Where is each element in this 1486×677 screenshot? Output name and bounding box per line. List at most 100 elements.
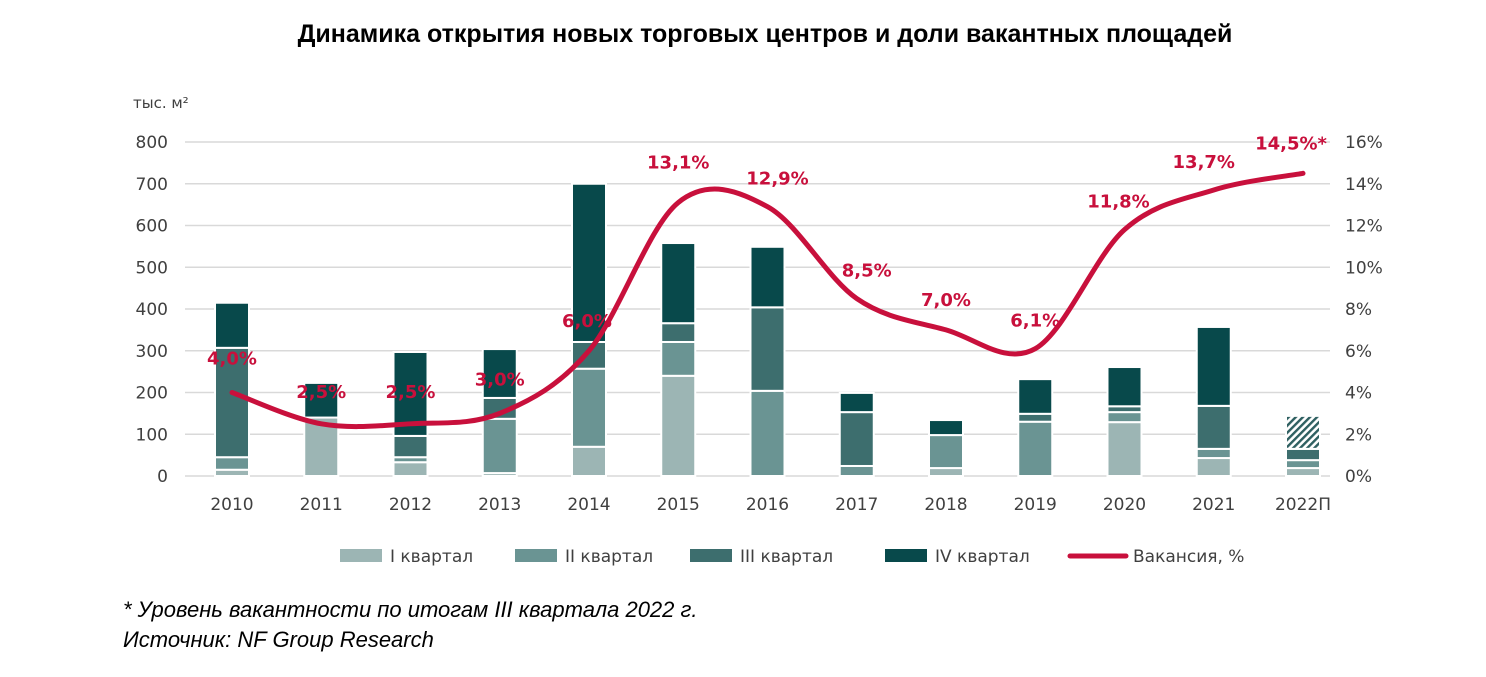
vacancy-line xyxy=(229,170,1306,430)
legend-item: I квартал xyxy=(340,547,473,567)
x-tick-label: 2012 xyxy=(389,495,432,515)
bar-segment xyxy=(392,434,429,459)
legend-label: I квартал xyxy=(390,547,473,567)
bar-segment xyxy=(303,381,340,419)
chart-title: Динамика открытия новых торговых центров… xyxy=(297,20,1233,48)
vacancy-data-label: 11,8% xyxy=(1087,192,1149,213)
y-right-tick-label: 12% xyxy=(1345,217,1383,237)
vacancy-data-label: 6,1% xyxy=(1010,311,1060,332)
bar-segment xyxy=(660,242,697,325)
y-left-tick-label: 800 xyxy=(136,133,168,153)
x-tick-label: 2016 xyxy=(746,495,789,515)
bar-segment xyxy=(1106,421,1143,477)
bar-segment xyxy=(1017,378,1054,415)
legend-item: Вакансия, % xyxy=(1067,547,1244,567)
bar-segment xyxy=(571,445,607,477)
bar-segment xyxy=(749,306,786,392)
bar-segment xyxy=(1285,467,1321,478)
y-left-tick-label: 300 xyxy=(136,342,168,362)
footnote: * Уровень вакантности по итогам III квар… xyxy=(123,597,698,622)
x-tick-label: 2020 xyxy=(1103,495,1146,515)
x-tick-label: 2010 xyxy=(210,495,253,515)
x-tick-label: 2021 xyxy=(1192,495,1235,515)
bar-segment xyxy=(1285,459,1321,470)
y-right-tick-label: 8% xyxy=(1345,300,1372,320)
x-tick-label: 2019 xyxy=(1014,495,1057,515)
x-tick-label: 2013 xyxy=(478,495,521,515)
bar-segment xyxy=(1285,447,1321,462)
bar-segment xyxy=(1017,420,1054,478)
y-left-tick-label: 400 xyxy=(136,300,168,320)
bar-segment xyxy=(1195,404,1232,450)
y-left-tick-label: 700 xyxy=(136,175,168,195)
bar-segment xyxy=(571,367,607,448)
legend-label: IV квартал xyxy=(935,547,1030,567)
bar-segment xyxy=(481,417,518,475)
vacancy-data-label: 13,7% xyxy=(1173,152,1235,173)
y-left-tick-label: 200 xyxy=(136,384,168,404)
legend-swatch xyxy=(340,549,382,562)
x-tick-label: 2018 xyxy=(924,495,967,515)
bar-segment xyxy=(928,434,964,470)
bar-segment xyxy=(571,340,607,370)
bar-segment xyxy=(749,389,786,477)
vacancy-data-label: 14,5%* xyxy=(1255,133,1327,154)
vacancy-data-label: 6,0% xyxy=(562,311,612,332)
y-left-tick-label: 500 xyxy=(136,258,168,278)
y-left-tick-label: 0 xyxy=(157,467,168,487)
x-tick-label: 2014 xyxy=(567,495,610,515)
bar-segment xyxy=(1106,411,1143,424)
legend-swatch xyxy=(515,549,557,562)
bar-segment xyxy=(838,391,875,414)
bar-segment xyxy=(660,374,697,477)
y-left-tick-label: 100 xyxy=(136,425,168,445)
bar-segment xyxy=(1195,447,1232,460)
bar-segment xyxy=(1195,325,1232,407)
vacancy-data-label: 2,5% xyxy=(296,382,346,403)
legend-item: III квартал xyxy=(690,547,833,567)
bar-segment xyxy=(1285,414,1321,450)
bar-segment xyxy=(660,322,697,343)
legend-label: III квартал xyxy=(740,547,833,567)
vacancy-data-label: 8,5% xyxy=(842,261,892,282)
bar-segment xyxy=(392,461,429,478)
bar-segment xyxy=(1017,412,1054,423)
y-left-tick-label: 600 xyxy=(136,217,168,237)
y-right-tick-label: 14% xyxy=(1345,175,1383,195)
bar-segment xyxy=(214,456,250,471)
bar-segment xyxy=(928,419,964,437)
y-right-tick-label: 0% xyxy=(1345,467,1372,487)
y-right-tick-label: 2% xyxy=(1345,425,1372,445)
bar-segment xyxy=(481,348,518,399)
y-left-axis-label: тыс. м² xyxy=(133,94,189,112)
legend-label: II квартал xyxy=(565,547,653,567)
legend-swatch xyxy=(690,549,732,562)
source-note: Источник: NF Group Research xyxy=(123,627,434,652)
bar-segment xyxy=(214,301,250,349)
legend-label: Вакансия, % xyxy=(1133,547,1244,567)
bar-segment xyxy=(838,464,875,478)
vacancy-data-label: 3,0% xyxy=(475,369,525,390)
x-tick-label: 2022П xyxy=(1275,495,1331,515)
vacancy-data-label: 4,0% xyxy=(207,349,257,370)
vacancy-data-label: 7,0% xyxy=(921,290,971,311)
legend-item: II квартал xyxy=(515,547,653,567)
legend-swatch xyxy=(885,549,927,562)
y-right-tick-label: 10% xyxy=(1345,258,1383,278)
bar-segment xyxy=(660,340,697,377)
bar-segment xyxy=(749,245,786,309)
vacancy-data-label: 13,1% xyxy=(647,153,709,174)
bar-segment xyxy=(571,182,607,343)
y-right-tick-label: 6% xyxy=(1345,342,1372,362)
legend-item: IV квартал xyxy=(885,547,1030,567)
bar-segment xyxy=(1195,457,1232,477)
x-tick-label: 2015 xyxy=(657,495,700,515)
x-tick-label: 2011 xyxy=(300,495,343,515)
x-tick-label: 2017 xyxy=(835,495,878,515)
y-right-tick-label: 4% xyxy=(1345,384,1372,404)
bar-segment xyxy=(928,467,964,478)
vacancy-data-label: 2,5% xyxy=(386,382,436,403)
vacancy-data-label: 12,9% xyxy=(746,169,808,190)
bar-segment xyxy=(1106,366,1143,408)
